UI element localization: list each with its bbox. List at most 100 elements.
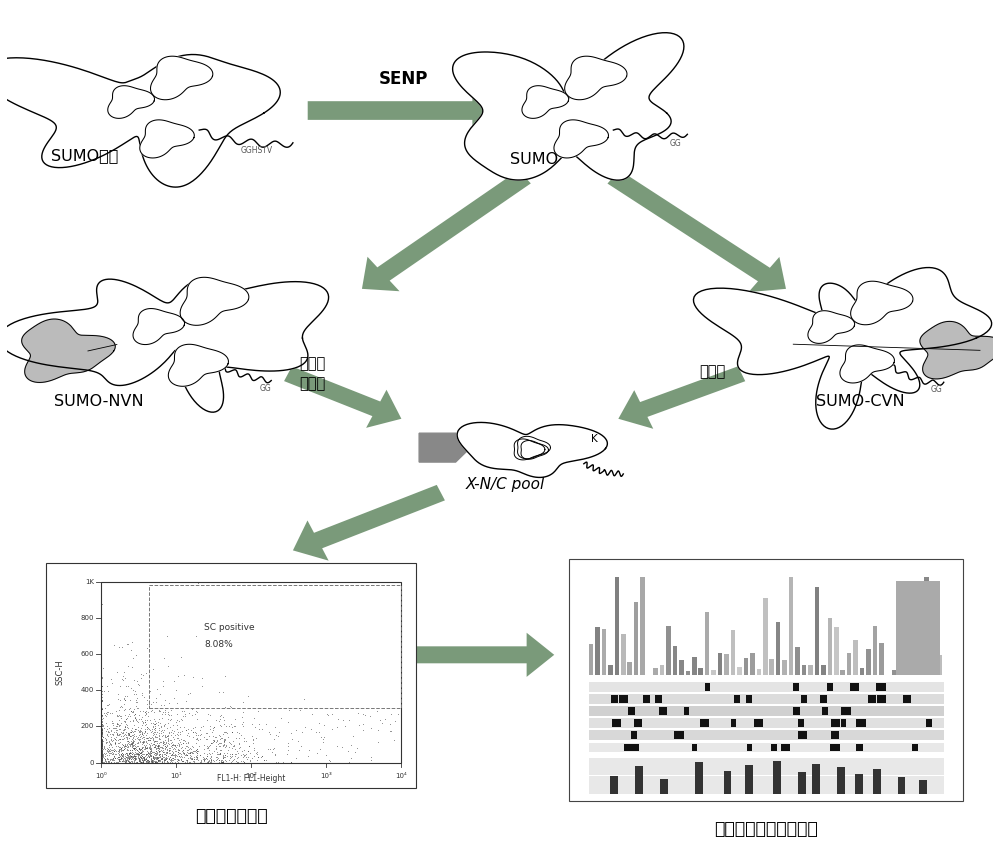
Point [94,739,110,753]
Point [118,740,134,753]
Point [139,750,155,764]
Point [240,744,256,758]
Point [201,740,217,753]
Point [126,708,142,721]
Point [108,721,124,735]
Point [193,755,209,769]
Point [196,751,212,765]
Point [122,745,138,759]
Point [136,730,152,744]
Point [148,730,164,744]
Point [118,730,134,744]
Point [188,753,204,766]
Point [148,741,164,755]
Point [124,755,140,769]
Point [173,733,189,746]
Point [143,752,159,765]
Point [151,753,167,766]
Point [129,701,145,715]
Point [97,747,113,761]
Point [98,733,114,746]
Point [150,743,166,757]
Point [131,728,147,742]
Point [145,728,161,742]
Point [150,754,166,768]
Point [124,743,140,757]
FancyBboxPatch shape [684,708,689,715]
Point [245,736,261,750]
Point [151,747,167,761]
Point [94,723,110,737]
Text: 8.08%: 8.08% [204,640,233,649]
Point [111,640,127,654]
Point [133,755,149,769]
Point [96,683,112,697]
Point [147,725,163,739]
Point [94,746,110,760]
Point [117,715,133,728]
Text: 10²: 10² [245,773,257,778]
Point [189,746,205,759]
Point [94,709,110,722]
Point [121,755,137,769]
Point [94,741,110,755]
Point [94,728,110,742]
Point [128,712,144,726]
Point [111,750,127,764]
Point [94,727,110,740]
Point [94,754,110,768]
Point [126,728,142,742]
Point [229,755,245,769]
Point [111,743,127,757]
Point [120,728,136,742]
Point [114,733,130,746]
Point [94,721,110,735]
Point [128,699,144,713]
Point [160,729,176,743]
Point [192,748,208,762]
Point [160,732,176,746]
Point [214,755,230,769]
Point [113,741,129,755]
Point [250,751,266,765]
Point [96,740,112,754]
Point [160,707,176,721]
Point [216,750,232,764]
Point [148,691,164,705]
Point [134,743,150,757]
Point [137,740,153,754]
Text: GGHSTV: GGHSTV [241,146,273,155]
Point [139,714,155,728]
Point [160,705,176,719]
Point [103,755,119,769]
FancyBboxPatch shape [705,683,710,691]
Point [162,743,178,757]
Point [108,744,124,758]
Point [138,707,154,721]
Point [100,754,116,768]
Point [230,746,246,760]
Point [288,751,304,765]
Point [217,725,233,739]
Point [146,751,162,765]
Point [189,747,205,761]
Point [213,755,229,769]
Point [112,754,128,768]
Point [230,755,246,769]
Text: 800: 800 [80,615,94,621]
Point [137,740,153,753]
Point [212,709,228,723]
Point [147,740,163,754]
Point [126,742,142,756]
Point [170,736,186,750]
Point [94,684,110,698]
Point [357,708,373,721]
Point [215,728,231,741]
Point [153,724,169,738]
Point [164,738,180,752]
Point [158,746,174,760]
Point [120,754,136,768]
Point [249,753,265,767]
Point [149,755,165,769]
Point [113,748,129,762]
